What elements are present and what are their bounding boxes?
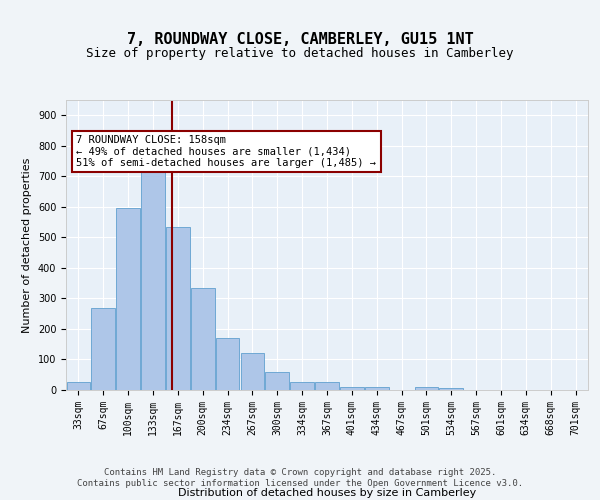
Y-axis label: Number of detached properties: Number of detached properties (22, 158, 32, 332)
Text: 7, ROUNDWAY CLOSE, CAMBERLEY, GU15 1NT: 7, ROUNDWAY CLOSE, CAMBERLEY, GU15 1NT (127, 32, 473, 48)
Bar (91, 308, 115, 390)
Bar (365, 387, 389, 390)
Bar (216, 338, 239, 390)
Bar (191, 288, 215, 390)
Bar (315, 382, 339, 390)
Bar (241, 354, 264, 390)
Bar (265, 372, 289, 390)
Bar (340, 387, 364, 390)
Bar (67, 382, 90, 390)
Bar (141, 161, 165, 390)
Bar (290, 382, 314, 390)
Text: 7 ROUNDWAY CLOSE: 158sqm
← 49% of detached houses are smaller (1,434)
51% of sem: 7 ROUNDWAY CLOSE: 158sqm ← 49% of detach… (76, 135, 376, 168)
Bar (116, 208, 140, 390)
Bar (439, 388, 463, 390)
Bar (166, 226, 190, 390)
X-axis label: Distribution of detached houses by size in Camberley: Distribution of detached houses by size … (178, 488, 476, 498)
Text: Contains HM Land Registry data © Crown copyright and database right 2025.
Contai: Contains HM Land Registry data © Crown c… (77, 468, 523, 487)
Text: Size of property relative to detached houses in Camberley: Size of property relative to detached ho… (86, 48, 514, 60)
Bar (415, 387, 438, 390)
